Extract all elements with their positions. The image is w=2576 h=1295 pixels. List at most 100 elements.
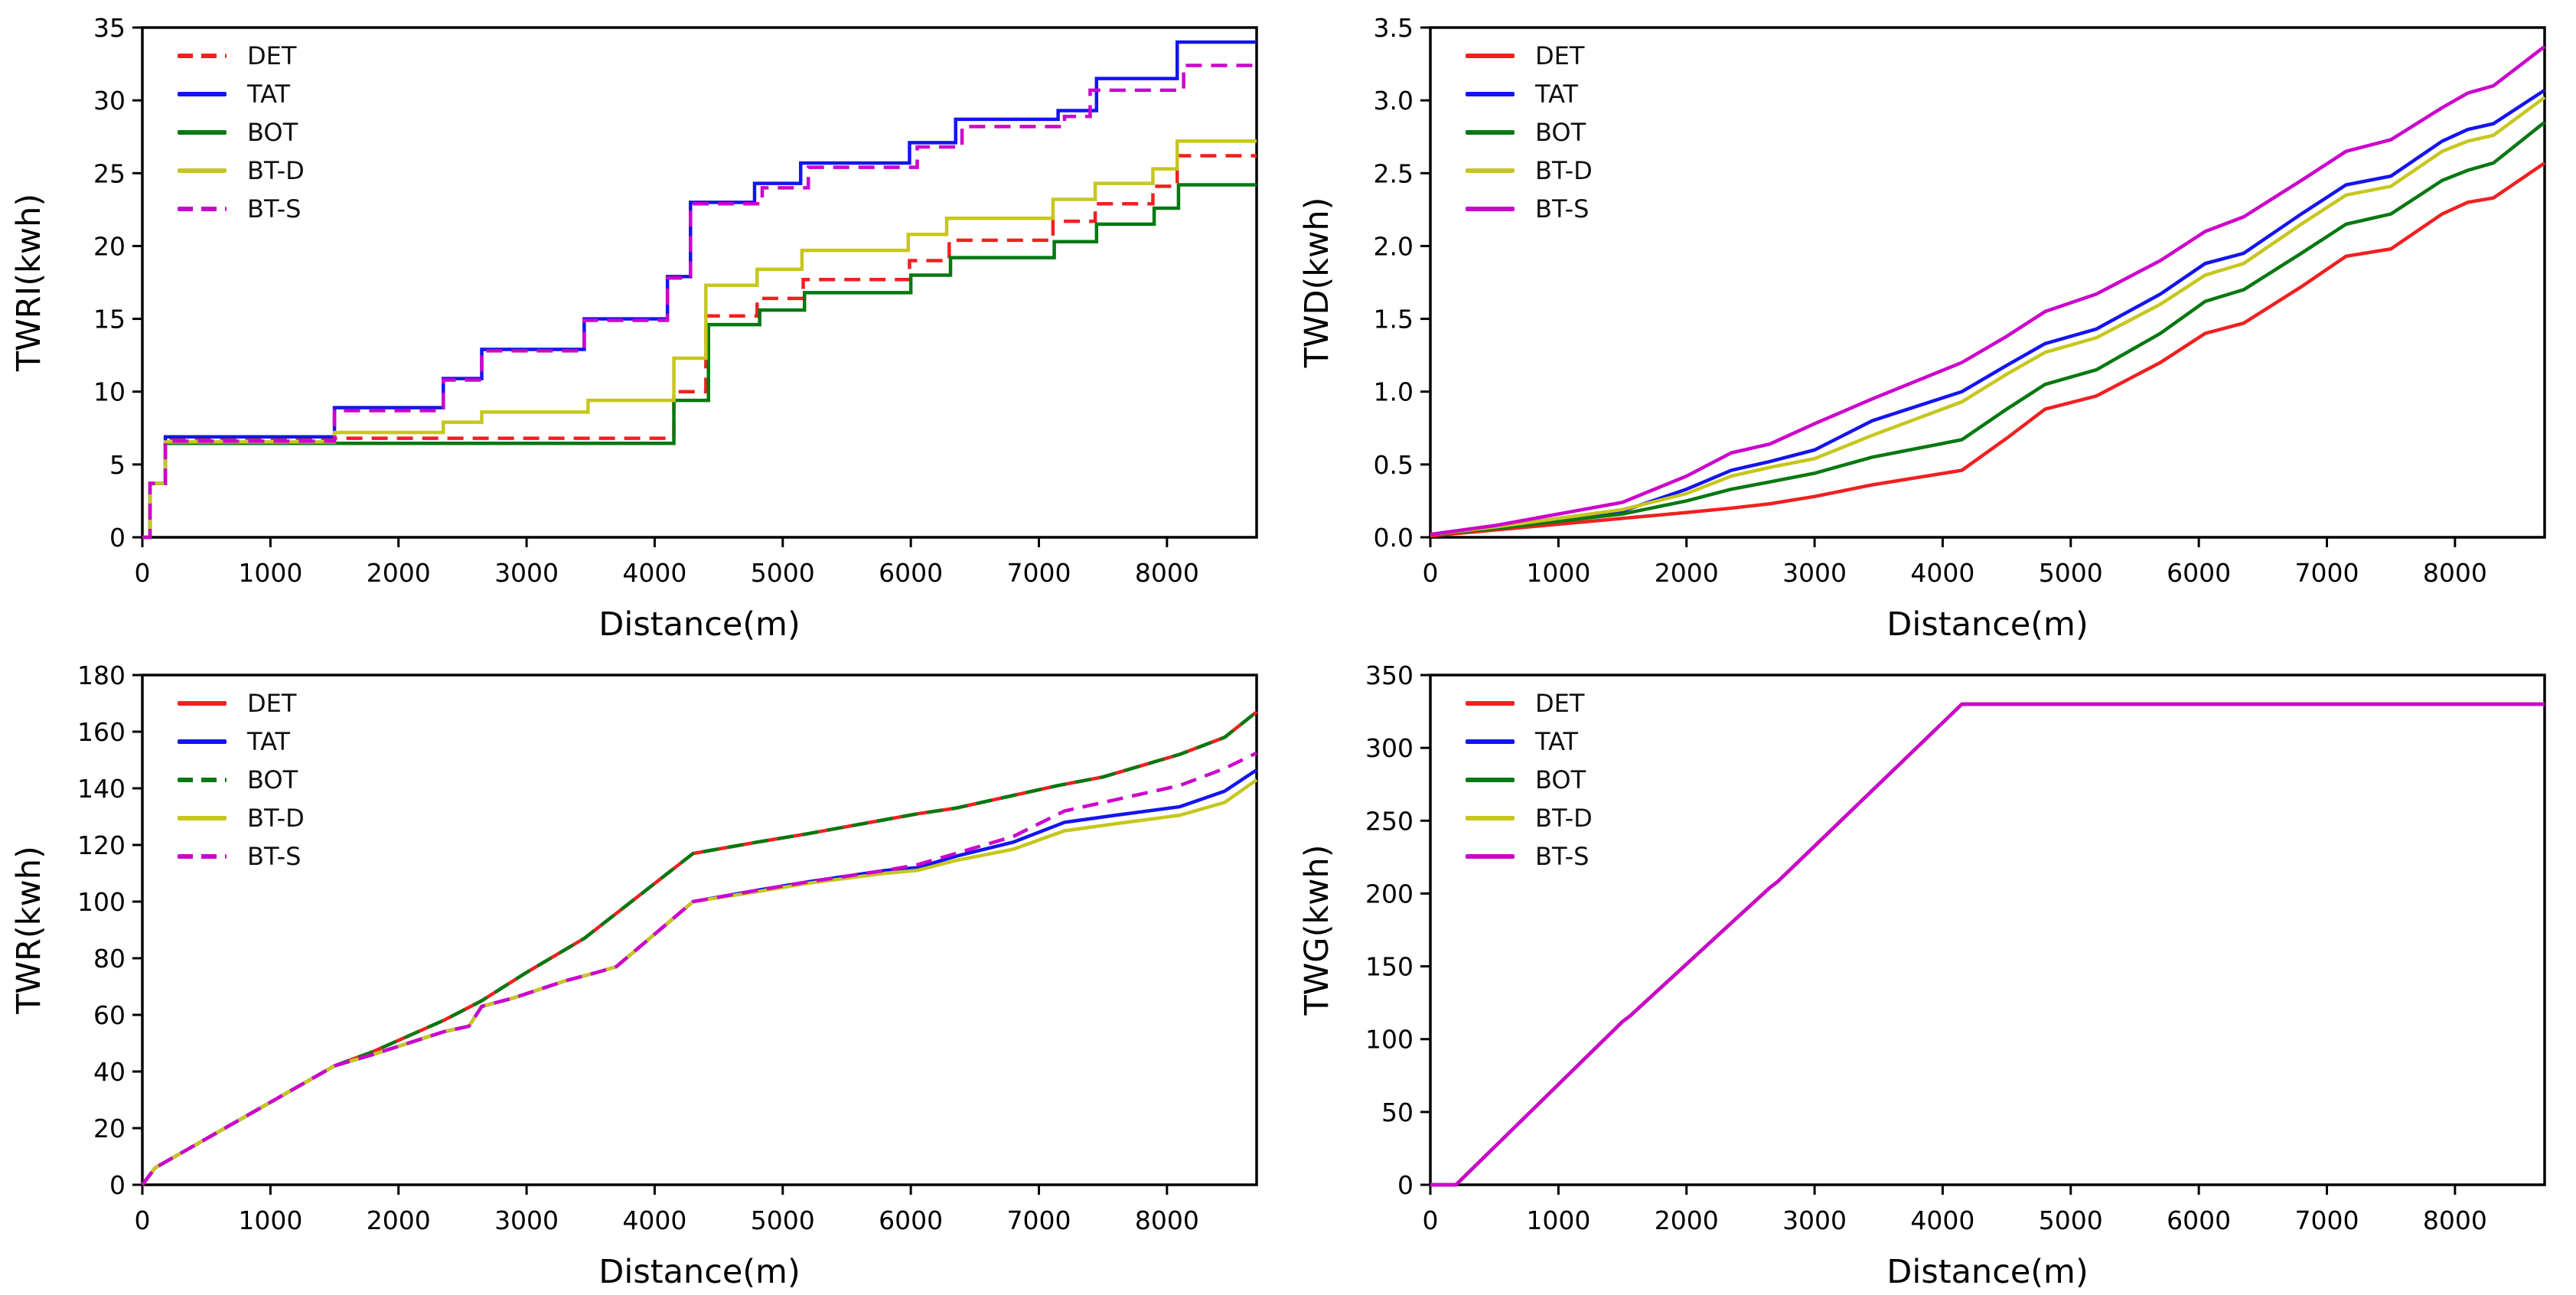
x-tick-label: 5000 (751, 558, 815, 588)
x-tick-label: 6000 (879, 558, 943, 588)
legend-line-sample (178, 739, 227, 744)
chart-panel-twg: 0 1000 2000 3000 4000 5000 6000 7000 8000 0 50 100 1… (1288, 648, 2576, 1295)
x-axis-label: Distance(m) (1886, 605, 2088, 644)
legend-line-sample (1466, 739, 1515, 744)
y-tick-label: 0.0 (1374, 523, 1414, 553)
legend-item-BT-S: BT-S (178, 190, 305, 228)
y-tick-label: 140 (77, 774, 126, 804)
legend-item-TAT: TAT (178, 723, 305, 761)
x-axis-label: Distance(m) (1886, 1253, 2088, 1291)
y-tick-label: 250 (1365, 806, 1414, 836)
series-line-BOT (1430, 120, 2546, 537)
legend-line-sample (178, 168, 227, 173)
series-line-BT-S (1430, 44, 2546, 537)
legend-line-sample (178, 701, 227, 706)
plot-border (141, 674, 1258, 1186)
twri-legend: DET TAT BOT BT-D BT-S (178, 37, 305, 228)
legend-item-DET: DET (1466, 684, 1593, 723)
series-line-BT-S (142, 64, 1257, 540)
legend-item-BT-S: BT-S (1466, 190, 1593, 228)
legend-label: BOT (247, 118, 298, 147)
chart-panel-twd: 0 1000 2000 3000 4000 5000 6000 7000 8000 0.0 0.5 1… (1288, 0, 2576, 648)
y-tick-label: 3.5 (1374, 13, 1414, 43)
y-tick-label: 3.0 (1374, 86, 1414, 116)
y-tick-label: 300 (1365, 733, 1414, 763)
x-tick-label: 8000 (2423, 558, 2487, 588)
legend-line-sample (178, 130, 227, 135)
chart-panel-twr: 0 1000 2000 3000 4000 5000 6000 7000 8000 0 20 40 60… (0, 648, 1288, 1295)
x-tick-label: 4000 (1910, 1205, 1974, 1235)
x-tick-label: 3000 (494, 1205, 559, 1235)
x-tick-label: 2000 (1655, 558, 1719, 588)
y-tick-label: 40 (93, 1057, 126, 1087)
y-tick-label: 2.5 (1374, 158, 1414, 188)
legend-line-sample (178, 854, 227, 859)
y-tick-label: 0 (109, 1170, 126, 1200)
x-tick-label: 7000 (2295, 558, 2359, 588)
legend-label: DET (247, 689, 297, 718)
legend-line-sample (1466, 54, 1515, 58)
y-tick-label: 15 (93, 305, 126, 334)
y-tick-label: 1.0 (1374, 377, 1414, 407)
legend-line-sample (1466, 778, 1515, 782)
legend-item-BOT: BOT (178, 761, 305, 799)
legend-line-sample (178, 54, 227, 58)
legend-label: BT-D (1535, 804, 1593, 833)
legend-line-sample (178, 92, 227, 96)
y-tick-label: 5 (109, 450, 126, 480)
series-line-DET (141, 710, 1258, 1186)
twr-plot-svg: 0 1000 2000 3000 4000 5000 6000 7000 8000 0 20 40 60… (10, 661, 1258, 1291)
series-line-BT-D (1430, 96, 2546, 537)
legend-label: BT-S (1535, 194, 1590, 223)
series-line-BOT (142, 183, 1257, 540)
legend-item-BOT: BOT (178, 113, 305, 152)
y-axis-label: TWG(kwh) (1298, 845, 1336, 1016)
legend-line-sample (1466, 168, 1515, 173)
y-tick-label: 80 (93, 944, 126, 974)
twg-plot-svg: 0 1000 2000 3000 4000 5000 6000 7000 8000 0 50 100 1… (1298, 661, 2546, 1291)
y-tick-label: 180 (77, 661, 126, 690)
x-tick-label: 6000 (2167, 1205, 2231, 1235)
legend-item-TAT: TAT (178, 75, 305, 113)
twg-legend: DET TAT BOT BT-D BT-S (1466, 684, 1593, 876)
y-tick-label: 25 (93, 158, 126, 188)
plot-border (1429, 26, 2546, 539)
y-tick-label: 0.5 (1374, 450, 1414, 480)
plot-border (1429, 674, 2546, 1186)
legend-label: BT-S (1535, 842, 1590, 871)
y-axis-label: TWRI(kwh) (10, 194, 48, 372)
x-tick-label: 6000 (879, 1205, 943, 1235)
series-line-TAT (1430, 702, 2545, 1187)
series-line-BT-D (1430, 702, 2545, 1187)
x-tick-label: 1000 (1526, 558, 1590, 588)
legend-item-TAT: TAT (1466, 723, 1593, 761)
legend-label: DET (1535, 41, 1585, 70)
legend-line-sample (178, 778, 227, 782)
legend-item-BT-S: BT-S (1466, 837, 1593, 876)
twri-plot-svg: 0 1000 2000 3000 4000 5000 6000 7000 8000 0 5 10 15 2… (10, 13, 1258, 644)
x-tick-label: 2000 (367, 1205, 431, 1235)
legend-item-BOT: BOT (1466, 113, 1593, 152)
x-tick-label: 1000 (238, 1205, 302, 1235)
x-tick-label: 3000 (494, 558, 559, 588)
legend-item-DET: DET (178, 37, 305, 75)
series-line-BT-S (1430, 702, 2545, 1187)
legend-label: BT-D (247, 804, 305, 833)
x-axis-label: Distance(m) (598, 1253, 800, 1291)
x-tick-label: 0 (135, 558, 151, 588)
y-axis-label: TWD(kwh) (1298, 197, 1336, 369)
legend-line-sample (1466, 130, 1515, 135)
x-tick-label: 5000 (2039, 558, 2103, 588)
x-tick-label: 3000 (1782, 558, 1847, 588)
x-tick-label: 2000 (367, 558, 431, 588)
chart-panel-twri: 0 1000 2000 3000 4000 5000 6000 7000 8000 0 5 10 15 2… (0, 0, 1288, 648)
y-axis-label: TWR(kwh) (10, 846, 48, 1015)
legend-line-sample (1466, 816, 1515, 820)
x-tick-label: 0 (1423, 1205, 1439, 1235)
legend-line-sample (1466, 92, 1515, 96)
y-tick-label: 35 (93, 13, 126, 43)
x-tick-label: 4000 (1910, 558, 1974, 588)
series-line-TAT (1430, 88, 2546, 537)
series-line-TAT (141, 768, 1258, 1186)
